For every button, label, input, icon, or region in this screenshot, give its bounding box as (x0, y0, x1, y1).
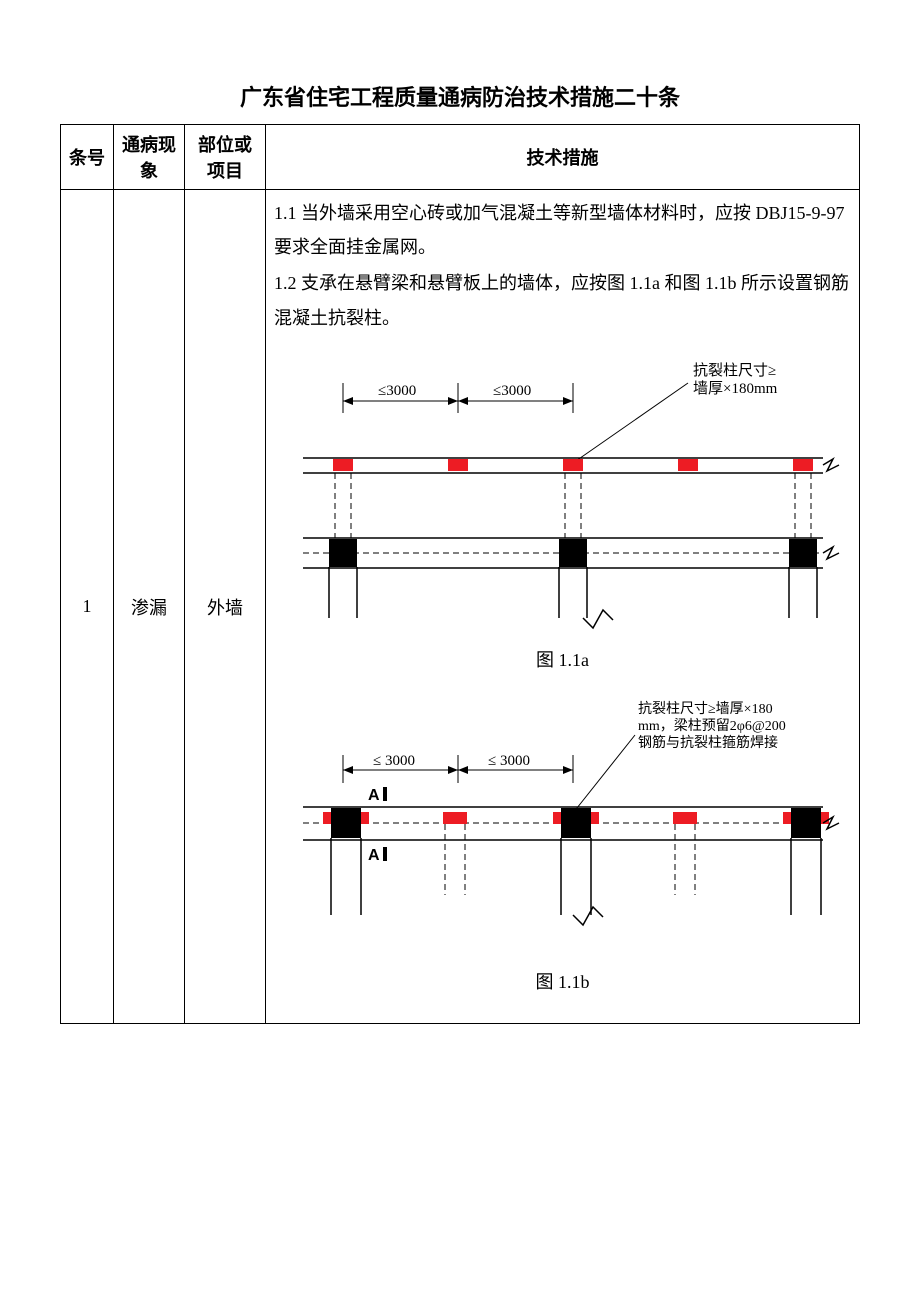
leader-line (573, 383, 688, 463)
dimension-group: ≤ 3000 ≤ 3000 (343, 753, 573, 783)
figure-caption: 图 1.1b (274, 965, 851, 999)
figure-caption: 图 1.1a (274, 643, 851, 677)
diagram-1-1b: 抗裂柱尺寸≥墙厚×180 mm，梁柱预留2φ6@200 钢筋与抗裂柱箍筋焊接 (283, 695, 843, 955)
red-blocks-row (333, 459, 813, 471)
figure-1-1b: 抗裂柱尺寸≥墙厚×180 mm，梁柱预留2φ6@200 钢筋与抗裂柱箍筋焊接 (274, 695, 851, 999)
col-header-measure: 技术措施 (266, 125, 860, 190)
dim-label: ≤ 3000 (373, 753, 415, 769)
column-lines (331, 838, 821, 915)
note-text: 钢筋与抗裂柱箍筋焊接 (638, 734, 778, 751)
measures-table: 条号 通病现象 部位或项目 技术措施 1 渗漏 外墙 1.1 当外墙采用空心砖或… (60, 124, 860, 1024)
break-mark (573, 907, 603, 925)
dim-label: ≤3000 (493, 383, 531, 399)
doc-title: 广东省住宅工程质量通病防治技术措施二十条 (60, 80, 860, 112)
diagram-1-1a: 抗裂柱尺寸≥ 墙厚×180mm (283, 353, 843, 633)
section-marker: A (368, 787, 380, 804)
table-row: 1 渗漏 外墙 1.1 当外墙采用空心砖或加气混凝土等新型墙体材料时，应按 DB… (61, 190, 860, 1024)
leader-line (573, 735, 635, 813)
section-marker: A (368, 847, 380, 864)
cell-num: 1 (61, 190, 114, 1024)
col-header-num: 条号 (61, 125, 114, 190)
cell-symptom: 渗漏 (114, 190, 185, 1024)
cell-part: 外墙 (185, 190, 266, 1024)
dim-label: ≤3000 (378, 383, 416, 399)
dim-label: ≤ 3000 (488, 753, 530, 769)
note-text: 墙厚×180mm (693, 380, 778, 397)
dimension-group: ≤3000 ≤3000 (343, 383, 573, 413)
note-text: mm，梁柱预留2φ6@200 (638, 718, 786, 734)
note-text: 抗裂柱尺寸≥ (693, 362, 776, 379)
column-lines (329, 567, 817, 618)
col-header-symptom: 通病现象 (114, 125, 185, 190)
section-tick (383, 787, 387, 801)
cell-measure: 1.1 当外墙采用空心砖或加气混凝土等新型墙体材料时，应按 DBJ15-9-97… (266, 190, 860, 1024)
figure-1-1a: 抗裂柱尺寸≥ 墙厚×180mm (274, 353, 851, 677)
note-text: 抗裂柱尺寸≥墙厚×180 (638, 701, 773, 717)
dashed-verticals (335, 473, 811, 538)
col-header-part: 部位或项目 (185, 125, 266, 190)
section-tick (383, 847, 387, 861)
break-mark (823, 459, 839, 559)
paragraph: 1.2 支承在悬臂梁和悬臂板上的墙体，应按图 1.1a 和图 1.1b 所示设置… (274, 266, 851, 334)
paragraph: 1.1 当外墙采用空心砖或加气混凝土等新型墙体材料时，应按 DBJ15-9-97… (274, 196, 851, 264)
table-header-row: 条号 通病现象 部位或项目 技术措施 (61, 125, 860, 190)
